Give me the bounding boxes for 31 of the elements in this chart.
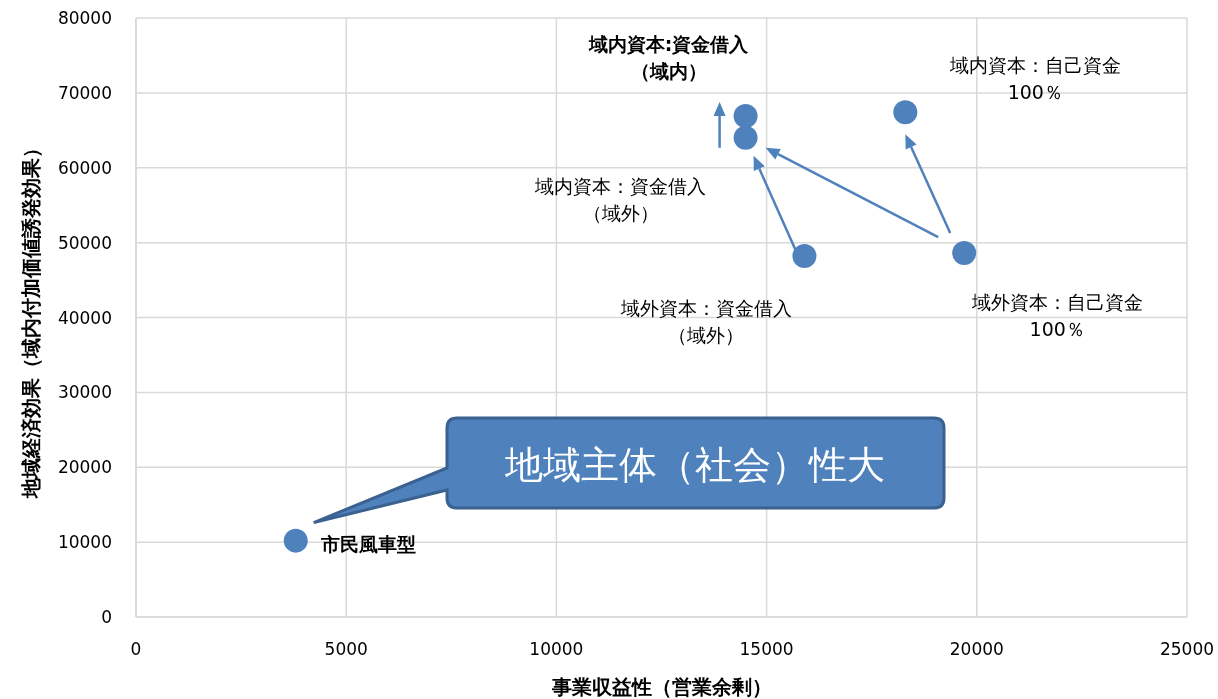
y-axis-title: 地域経済効果（域内付加価値誘発効果） (19, 137, 43, 499)
y-tick-label: 40000 (57, 307, 112, 328)
y-tick-label: 10000 (57, 532, 112, 553)
y-tick-label: 70000 (57, 82, 112, 103)
annotation: 地域主体（社会）性大 (504, 443, 885, 487)
x-tick-label: 5000 (324, 639, 368, 659)
y-tick-label: 30000 (57, 382, 112, 403)
annotation: 域外資本：資金借入（域外） (619, 296, 793, 349)
point (733, 125, 758, 150)
x-tick-label: 10000 (529, 639, 584, 659)
annotation: 域内資本：自己資金100％ (948, 53, 1122, 106)
point (283, 528, 308, 553)
point (733, 104, 758, 129)
x-tick-label: 15000 (739, 639, 794, 659)
annotation: 市民風車型 (319, 532, 416, 555)
x-axis-title: 事業収益性（営業余剰） (550, 675, 772, 699)
x-tick-label: 25000 (1159, 639, 1215, 659)
point (893, 100, 918, 125)
x-tick-label: 20000 (949, 639, 1004, 659)
y-tick-label: 0 (101, 607, 112, 627)
annotation: 域内資本：資金借入（域外） (534, 173, 708, 226)
y-tick-label: 60000 (57, 157, 112, 178)
annotation: 域内資本:資金借入（域内） (587, 32, 750, 85)
x-tick-label: 0 (130, 639, 142, 659)
point (792, 244, 817, 269)
callout: 地域主体（社会）性大 (312, 416, 946, 525)
point (952, 241, 977, 266)
y-tick-label: 80000 (57, 8, 112, 28)
y-tick-label: 50000 (57, 232, 112, 253)
annotation: 域外資本：自己資金100％ (970, 290, 1144, 343)
y-tick-label: 20000 (57, 457, 112, 478)
